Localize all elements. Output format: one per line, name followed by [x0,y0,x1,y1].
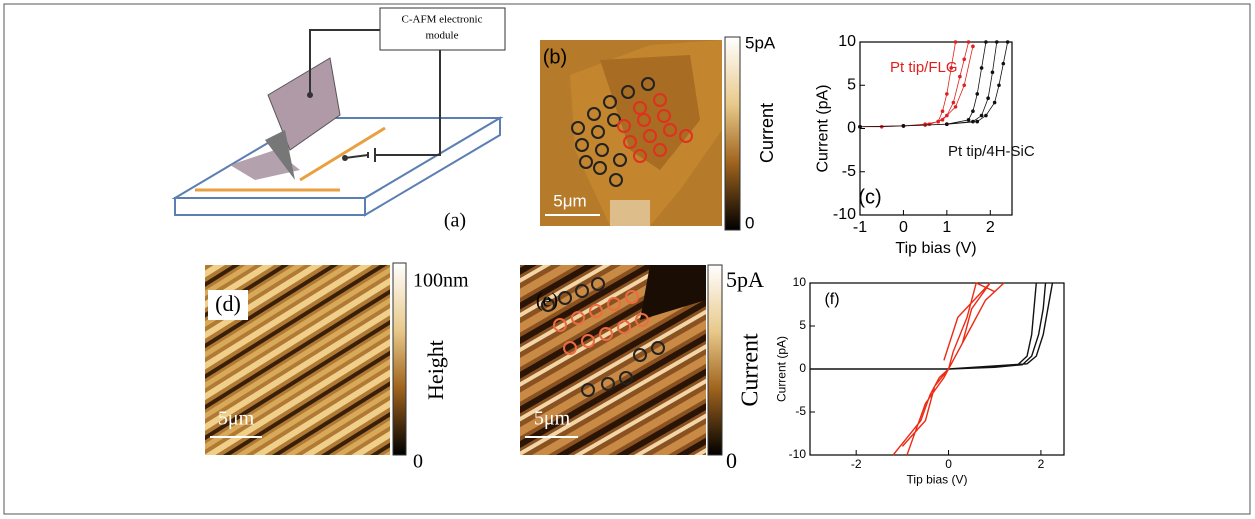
x-tick-label: -2 [851,457,862,471]
colorbar-title: Current [738,333,764,407]
x-tick-label: 2 [1038,457,1045,471]
colorbar-max: 5pA [745,33,776,52]
y-tick-label: 0 [847,120,856,137]
schematic [171,7,506,217]
series-label: Pt tip/4H-SiC [948,143,1035,160]
x-tick-label: 0 [945,457,952,471]
series-line [810,282,1054,370]
y-tick-label: 0 [799,361,806,375]
afm-image [520,264,723,456]
module-label: C-AFM electronic [402,14,483,26]
colorbar-max: 100nm [413,270,469,292]
x-tick-label: 2 [986,219,995,236]
x-tick-label: -1 [853,219,867,236]
series-line [892,282,1005,456]
y-tick-label: -10 [833,206,856,223]
y-axis-label: Current (pA) [775,336,789,402]
x-axis-label: Tip bias (V) [895,240,976,257]
colorbar-max: 5pA [726,267,764,292]
y-tick-label: 10 [793,275,807,289]
y-tick-label: 5 [847,76,856,93]
x-tick-label: 0 [899,219,908,236]
series-line [859,41,974,128]
colorbar-title: Height [423,340,448,400]
module-label: module [426,30,459,42]
afm-image [540,36,741,231]
x-axis-label: Tip bias (V) [907,472,968,486]
panel-label: (b) [543,46,567,68]
panel-label: (c) [858,186,881,208]
colorbar-min: 0 [726,448,737,473]
series-label: Pt tip/FLG [890,59,958,76]
x-tick-label: 1 [942,219,951,236]
frame [3,3,1251,515]
y-tick-label: -5 [842,163,856,180]
panel-label: (f) [824,291,839,308]
label-box [208,290,248,320]
colorbar-min: 0 [745,213,754,232]
scale-label: 5μm [218,408,255,430]
scale-label: 5μm [534,408,571,430]
y-tick-label: 10 [838,33,856,50]
y-tick-label: -10 [789,447,807,461]
y-tick-label: 5 [799,318,806,332]
colorbar-title: Current [757,103,777,163]
colorbar-min: 0 [413,451,423,473]
series-line [859,41,1009,128]
y-axis-label: Current (pA) [814,84,831,172]
panel-label: (a) [444,210,466,232]
scale-label: 5μm [553,191,586,210]
panel-label: (e) [536,290,558,312]
panel-label: (d) [215,291,241,316]
y-tick-label: -5 [795,404,806,418]
